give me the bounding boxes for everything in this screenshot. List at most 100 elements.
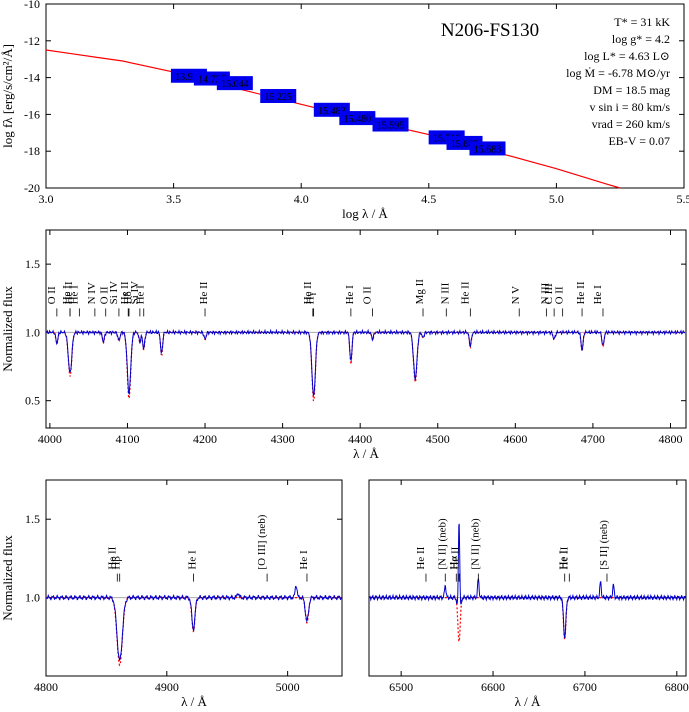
x-tick-label: 3.5 bbox=[166, 192, 181, 206]
photometry-label: 15.683 bbox=[474, 144, 502, 155]
photometry-box bbox=[216, 76, 253, 91]
line-id-label: He I bbox=[186, 550, 198, 570]
line-id-label: [O III] (neb) bbox=[256, 514, 268, 569]
line-id-label: He I bbox=[558, 550, 570, 570]
x-tick-label: 4000 bbox=[38, 432, 62, 446]
photometry-box bbox=[260, 89, 297, 103]
line-id-label: [N II] (neb) bbox=[436, 518, 448, 570]
x-tick-label: 4.5 bbox=[421, 192, 436, 206]
plot-frame bbox=[45, 3, 685, 189]
x-tick-label: 4400 bbox=[348, 432, 372, 446]
line-id-label: O II bbox=[362, 286, 374, 304]
stellar-parameter: EB-V = 0.07 bbox=[608, 134, 670, 148]
observed-spectrum bbox=[369, 523, 686, 639]
y-axis-label: Normalized flux bbox=[0, 535, 15, 621]
photometry-label: 14.727 bbox=[198, 75, 226, 86]
model-spectrum bbox=[369, 597, 686, 644]
x-tick-label: 4100 bbox=[115, 432, 139, 446]
line-id-label: He II bbox=[302, 281, 314, 304]
sed-model-line bbox=[45, 49, 621, 189]
line-id-label: Hα bbox=[448, 556, 460, 570]
hbeta-spectrum-panel: 4800 4900 5000 1.0 1.5 λ / Å Normalized flux He… bbox=[0, 479, 343, 709]
photometry-label: 15.483 bbox=[318, 106, 346, 117]
line-id-label: He I bbox=[298, 550, 310, 570]
y-axis-label: Normalized flux bbox=[0, 286, 15, 372]
x-tick-label: 6600 bbox=[481, 680, 505, 694]
plot-frame bbox=[368, 479, 687, 677]
x-axis-label: λ / Å bbox=[515, 694, 541, 709]
x-tick-label: 4900 bbox=[155, 680, 179, 694]
photometry-label: 15.480 bbox=[344, 114, 372, 125]
line-id-label: He I bbox=[592, 285, 604, 305]
photometry-label: 15.225 bbox=[264, 92, 292, 103]
y-tick-label: -10 bbox=[24, 0, 40, 11]
y-tick-label: -14 bbox=[24, 71, 40, 85]
line-id-label: He I bbox=[135, 285, 147, 305]
line-id-label: N IV bbox=[86, 282, 98, 304]
y-tick-label: 0.5 bbox=[25, 394, 40, 408]
line-id-label: [N II] (neb) bbox=[469, 518, 481, 570]
y-tick-label: -16 bbox=[24, 107, 40, 121]
photometry-label: 15.682 bbox=[451, 139, 479, 150]
line-id-label: He II bbox=[575, 281, 587, 304]
x-tick-label: 4.0 bbox=[294, 192, 309, 206]
x-tick-label: 4600 bbox=[503, 432, 527, 446]
model-spectrum bbox=[46, 597, 342, 667]
x-tick-label: 3.0 bbox=[39, 192, 54, 206]
line-id-label: Si IV bbox=[129, 281, 141, 305]
x-tick-label: 5000 bbox=[276, 680, 300, 694]
stellar-parameter: T* = 31 kK bbox=[614, 15, 670, 29]
x-tick-label: 4500 bbox=[426, 432, 450, 446]
line-id-label: He II bbox=[106, 546, 118, 569]
blue-spectrum-panel: 4000 4100 4200 4300 4400 4500 4600 4700 4800 0.5 1… bbox=[0, 229, 687, 461]
x-tick-label: 6500 bbox=[389, 680, 413, 694]
line-id-label: He II bbox=[449, 546, 461, 569]
line-id-label: Hδ bbox=[122, 291, 134, 304]
line-id-label: He II bbox=[198, 281, 210, 304]
chart-title: N206-FS130 bbox=[441, 20, 539, 41]
stellar-parameter: log L* = 4.63 L⊙ bbox=[584, 49, 670, 63]
observed-spectrum bbox=[46, 328, 686, 398]
line-id-label: He II bbox=[119, 281, 131, 304]
y-tick-label: 1.0 bbox=[25, 591, 40, 605]
line-id-label: He I bbox=[61, 285, 73, 305]
x-axis-label: log λ / Å bbox=[342, 206, 388, 221]
plot-frame bbox=[45, 229, 687, 429]
line-id-label: He II bbox=[459, 281, 471, 304]
line-id-label: O II bbox=[554, 286, 566, 304]
x-tick-label: 6800 bbox=[665, 680, 689, 694]
x-tick-label: 4800 bbox=[658, 432, 682, 446]
x-tick-label: 5.5 bbox=[677, 192, 689, 206]
stellar-parameter: vrad = 260 km/s bbox=[592, 117, 671, 131]
line-id-label: He I bbox=[344, 285, 356, 305]
photometry-box bbox=[339, 111, 376, 126]
stellar-parameter: DM = 18.5 mag bbox=[593, 83, 670, 97]
stellar-parameter: log Ṁ = -6.78 M⊙/yr bbox=[566, 66, 670, 80]
x-tick-label: 4300 bbox=[271, 432, 295, 446]
y-tick-label: 1.0 bbox=[25, 325, 40, 339]
x-tick-label: 5.0 bbox=[549, 192, 564, 206]
y-axis-label: log fλ [erg/s/cm²/Å] bbox=[0, 44, 15, 148]
line-id-label: Hβ bbox=[111, 556, 123, 570]
x-tick-label: 4800 bbox=[34, 680, 58, 694]
y-tick-label: -18 bbox=[24, 144, 40, 158]
photometry-label: 13.920 bbox=[175, 72, 203, 83]
y-tick-label: -12 bbox=[24, 34, 40, 48]
stellar-parameter: v sin i = 80 km/s bbox=[590, 100, 671, 114]
sed-panel: 3.0 3.5 4.0 4.5 5.0 5.5 -20 -18 -16 -14 -12 -10 log … bbox=[0, 0, 689, 221]
plot-frame bbox=[45, 479, 343, 677]
line-id-label: He II bbox=[558, 546, 570, 569]
line-id-label: He II bbox=[63, 281, 75, 304]
line-id-label: N III bbox=[539, 282, 551, 304]
line-id-label: N III bbox=[439, 282, 451, 304]
line-id-label: Mg II bbox=[414, 279, 426, 305]
line-id-label: [S II] (neb) bbox=[598, 520, 610, 570]
y-tick-label: -20 bbox=[24, 181, 40, 195]
x-tick-label: 4200 bbox=[193, 432, 217, 446]
x-tick-label: 4700 bbox=[581, 432, 605, 446]
line-id-label: Si IV bbox=[108, 281, 120, 305]
photometry-label: 15.595 bbox=[377, 121, 405, 132]
observed-spectrum bbox=[46, 585, 342, 662]
